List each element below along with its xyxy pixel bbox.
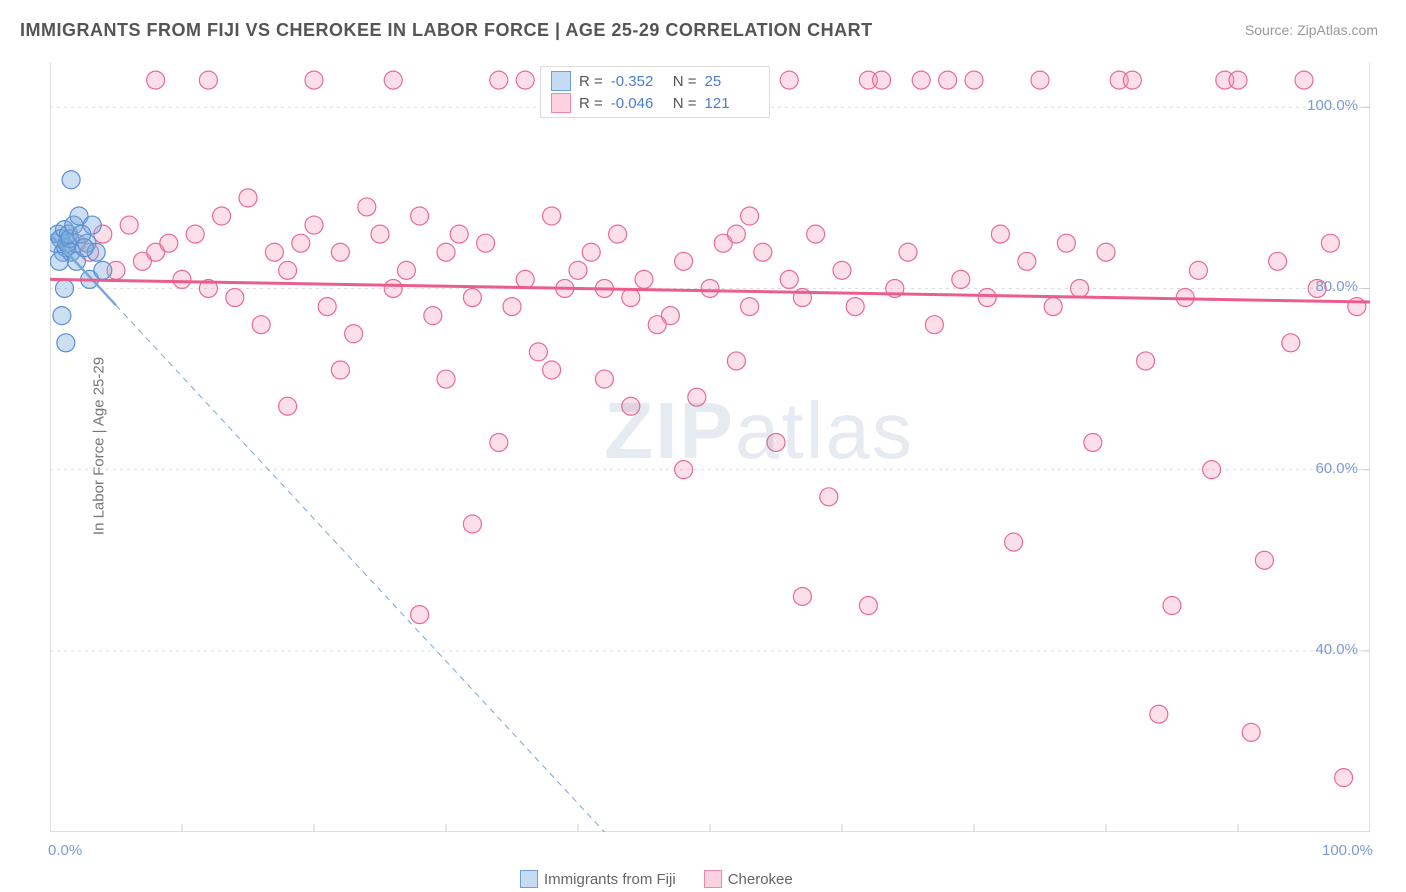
correlation-stats-box: R =-0.352N =25R =-0.046N =121 [540,66,770,118]
source-attribution: Source: ZipAtlas.com [1245,22,1378,38]
tick-label: 100.0% [1307,97,1358,114]
stat-row: R =-0.352N =25 [551,71,759,91]
legend-item: Cherokee [704,870,793,888]
tick-label: 60.0% [1315,460,1358,477]
tick-label: 40.0% [1315,641,1358,658]
legend-item: Immigrants from Fiji [520,870,676,888]
chart-title: IMMIGRANTS FROM FIJI VS CHEROKEE IN LABO… [20,20,873,41]
tick-label: 0.0% [48,842,82,859]
tick-label: 80.0% [1315,278,1358,295]
stat-row: R =-0.046N =121 [551,93,759,113]
scatter-plot [50,62,1370,832]
tick-label: 100.0% [1322,842,1373,859]
legend: Immigrants from Fiji Cherokee [520,870,793,888]
